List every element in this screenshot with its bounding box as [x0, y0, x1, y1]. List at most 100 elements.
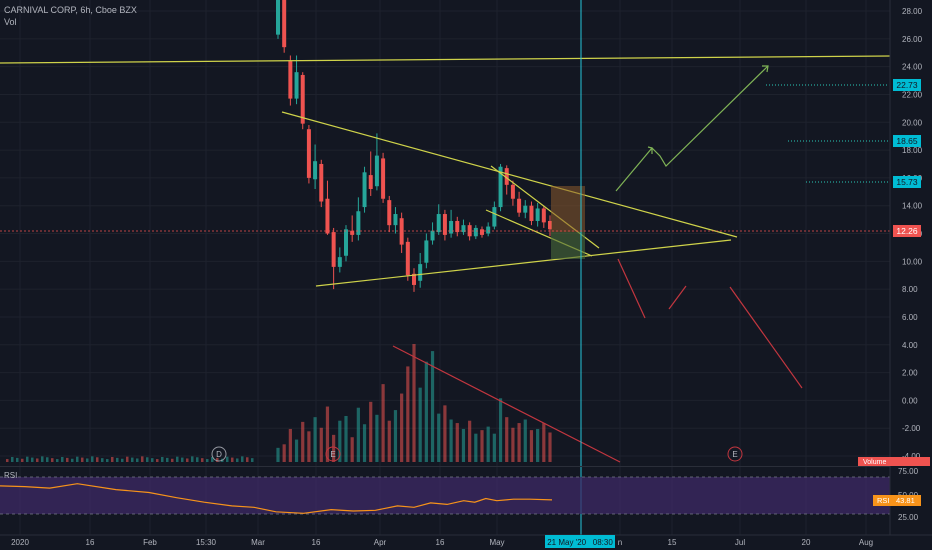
- volume-bar: [393, 410, 398, 462]
- volume-bar: [468, 420, 472, 462]
- box-highlight-bottom: [551, 232, 585, 259]
- bearish-projection-2[interactable]: [668, 285, 687, 310]
- volume-bar: [106, 459, 109, 462]
- volume-bar: [332, 434, 336, 462]
- triangle-upper-line[interactable]: [281, 111, 738, 238]
- volume-bar: [161, 456, 164, 462]
- time-tick-label: n: [618, 538, 622, 547]
- time-axis[interactable]: 21 May '20 08:30 2020 16 Feb 15:30 Mar 16 Apr 1…: [0, 534, 932, 550]
- volume-bar: [486, 426, 490, 462]
- candle-body: [548, 220, 552, 230]
- volume-bar: [31, 457, 34, 462]
- resistance-line[interactable]: [0, 55, 891, 64]
- price-tag-bg: [893, 176, 921, 188]
- volume-bar: [246, 457, 249, 462]
- volume-bar: [294, 439, 299, 462]
- volume-bar: [319, 427, 323, 462]
- bearish-projection-1[interactable]: [617, 258, 646, 319]
- volume-bar: [141, 456, 144, 462]
- volume-bar: [430, 351, 435, 462]
- box-highlight-top: [551, 186, 585, 232]
- volume-bar: [61, 456, 64, 462]
- time-tick-label: 16: [86, 538, 95, 547]
- volume-bar: [406, 366, 410, 462]
- volume-bar: [424, 361, 428, 462]
- candle-body: [492, 207, 497, 227]
- candle-body: [294, 72, 299, 99]
- volume-bar: [276, 447, 280, 462]
- price-tick-label: 28.00: [902, 7, 923, 16]
- candle-body: [276, 0, 280, 35]
- time-tick-label: Aug: [859, 538, 873, 547]
- bullish-projection[interactable]: [615, 65, 769, 192]
- volume-bar: [71, 458, 74, 462]
- rsi-pane[interactable]: [0, 466, 890, 515]
- candle-body: [486, 226, 491, 234]
- candle-body: [480, 229, 484, 235]
- volume-bar: [288, 428, 292, 462]
- candle-body: [504, 168, 509, 185]
- volume-bar: [46, 457, 49, 462]
- volume-bar: [11, 456, 14, 462]
- volume-bar: [449, 419, 453, 462]
- volume-indicator-label[interactable]: Vol: [4, 17, 17, 27]
- volume-bar: [387, 420, 391, 462]
- volume-bar: [251, 458, 254, 462]
- volume-bar: [505, 417, 509, 462]
- volume-bar: [523, 419, 527, 462]
- volume-bar: [216, 457, 219, 462]
- event-markers[interactable]: D E E: [211, 446, 743, 462]
- earnings-marker-1[interactable]: [325, 446, 341, 462]
- candle-body: [319, 163, 324, 202]
- price-tags: 22.73 18.65 15.73 12.26 Volume: [858, 79, 930, 466]
- drawing-tools[interactable]: [0, 0, 891, 535]
- volume-bar: [41, 456, 44, 462]
- candle-body: [418, 264, 423, 281]
- candle-body: [405, 241, 410, 276]
- volume-bar: [226, 456, 229, 462]
- bearish-projection-3[interactable]: [729, 286, 803, 389]
- rsi-line: [0, 483, 553, 514]
- volume-bar: [151, 458, 154, 462]
- volume-bar: [66, 457, 69, 462]
- dividend-marker[interactable]: [211, 446, 227, 462]
- volume-bar: [548, 432, 552, 462]
- volume-bar: [307, 431, 311, 462]
- price-tick-label: 14.00: [902, 202, 923, 211]
- volume-trend-line[interactable]: [392, 345, 621, 463]
- triangle-lower-line[interactable]: [315, 239, 732, 287]
- candle-body: [362, 172, 367, 208]
- volume-bar: [362, 424, 367, 462]
- volume-bar: [375, 414, 379, 462]
- volume-bar: [206, 459, 209, 462]
- volume-bar: [36, 458, 39, 462]
- volume-bar: [418, 387, 422, 462]
- volume-bar: [492, 433, 496, 462]
- volume-bar: [136, 458, 139, 462]
- volume-bar: [236, 458, 239, 462]
- volume-bar: [511, 427, 515, 462]
- rsi-level-75: 75.00: [898, 467, 919, 476]
- candle-body: [344, 229, 348, 256]
- volume-bar: [400, 393, 404, 462]
- bullish-arrowhead-2: [762, 65, 769, 73]
- rsi-indicator-label[interactable]: RSI: [4, 471, 18, 480]
- time-tick-label: May: [489, 538, 504, 547]
- volume-bar: [381, 384, 385, 462]
- price-tag-2: 18.65: [896, 136, 918, 146]
- volume-bar: [301, 421, 305, 462]
- price-tag-bg: [893, 135, 921, 147]
- volume-bar: [344, 415, 348, 462]
- volume-bar: [350, 437, 354, 462]
- volume-bar: [191, 456, 194, 462]
- candle-body: [449, 220, 454, 234]
- volume-bar: [369, 401, 373, 462]
- candle-body: [399, 218, 404, 245]
- cursor-time-tag-bg: [545, 535, 615, 548]
- volume-bar: [96, 457, 99, 462]
- time-tick-label: Feb: [143, 538, 157, 547]
- symbol-title[interactable]: CARNIVAL CORP, 6h, Cboe BZX: [4, 5, 137, 15]
- candle-body: [356, 211, 361, 235]
- earnings-marker-2[interactable]: [727, 446, 743, 462]
